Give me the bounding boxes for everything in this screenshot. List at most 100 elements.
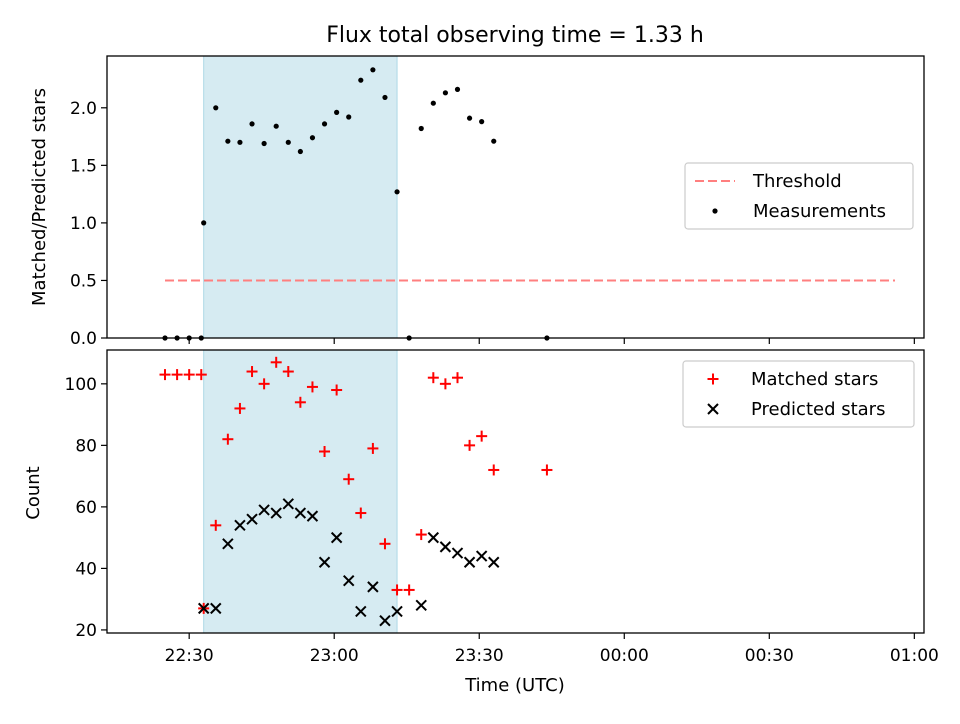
predicted-stars-point-b [258,504,270,516]
bottom-axes-frame [106,349,925,634]
predicted-stars-point-b [330,531,343,544]
predicted-stars-point-b [475,550,488,562]
bottom-y-tick-label: 40 [75,559,97,579]
predicted-stars-point-b [343,574,355,587]
top-legend-frame [684,162,914,230]
matched-stars-point [391,584,403,596]
predicted-stars-point [210,602,222,615]
predicted-stars-point [222,538,234,550]
measurements-point [454,86,461,92]
matched-stars-point [451,372,463,384]
measurements-point [201,220,207,226]
top-y-tick-label: 1.5 [70,156,97,176]
measurements-point [358,77,364,83]
bottom-y-tick-label: 20 [75,621,97,641]
predicted-stars-point-b [379,614,391,627]
predicted-stars-point [330,531,343,544]
predicted-stars-point-b [463,556,476,568]
bottom-legend-swatch [707,403,719,415]
top-legend-swatch [712,208,718,214]
matched-stars-point [476,430,488,442]
measurements-point [382,94,388,101]
predicted-stars-point-b [294,507,307,519]
matched-stars-point [246,366,258,378]
measurements-point [249,121,255,127]
predicted-stars-point-b [197,602,210,615]
matched-stars-point [306,381,318,393]
matched-stars-point [222,433,234,445]
predicted-stars-point [439,541,452,553]
measurements-point [430,100,436,106]
matched-stars-point [427,372,439,384]
x-tick-label: 22:30 [165,646,214,666]
predicted-stars-point-b [282,498,294,510]
top-y-axis-label: Matched/Predicted stars [29,88,50,306]
predicted-stars-point-b [427,531,440,544]
chart-title: Flux total observing time = 1.33 h [326,23,704,48]
bottom-legend-label: Predicted stars [751,399,885,420]
predicted-stars-point [475,550,488,562]
measurements-point [273,123,279,129]
top-legend-label: Threshold [752,171,842,192]
predicted-stars-point [282,498,294,510]
bottom-legend: Matched stars Predicted stars [682,360,915,428]
matched-stars-point [464,439,476,451]
matched-stars-point [439,378,451,390]
matched-stars-point [258,378,270,390]
matched-stars-point [183,369,195,381]
matched-stars-point [210,519,222,531]
measurements-point [394,189,400,195]
matched-stars-point [159,369,171,381]
measurements-point [334,109,340,115]
predicted-stars-point [451,547,464,559]
measurements-point [237,139,243,145]
matched-stars-point [294,396,306,408]
predicted-stars-point [318,556,331,568]
predicted-stars-point-b [439,541,452,553]
measurements-point [418,125,424,132]
predicted-stars-point [391,605,403,618]
x-tick-label: 00:30 [745,646,794,666]
matched-stars-point [171,369,183,381]
measurements-point [213,105,219,111]
predicted-stars-point [379,614,391,627]
measurements-point [297,148,303,155]
measurements-point [225,138,231,144]
matched-stars-point [234,402,246,414]
top-y-tick-label: 0.0 [70,329,97,349]
predicted-stars-point [294,507,307,519]
bottom-y-tick-label: 60 [75,498,97,518]
top-y-tick-label: 0.5 [70,271,97,291]
predicted-stars-point-b [210,602,222,615]
bottom-legend-frame [682,360,915,428]
plot-layer: 0.0 0.5 1.0 1.5 2.0 20 40 60 80 100 22:30 23:00 23:3… [65,55,939,666]
x-axis-label: Time (UTC) [464,675,565,696]
measurements-point [442,90,449,96]
predicted-stars-point [488,556,500,568]
bottom-y-tick-label: 80 [75,436,97,456]
top-legend: Threshold Measurements [684,162,914,230]
measurements-point [346,114,352,120]
predicted-stars-point-b [367,581,379,593]
predicted-stars-point [343,574,355,587]
matched-stars-point [319,446,331,458]
predicted-stars-point [197,602,210,615]
predicted-stars-point-b [246,513,258,525]
matched-stars-point [331,384,343,396]
bottom-y-tick-label: 100 [65,375,97,395]
x-tick-label: 01:00 [890,646,939,666]
bottom-legend-label: Matched stars [751,369,878,390]
measurements-point [466,115,473,121]
top-axes-frame [106,55,925,339]
bottom-y-axis-label: Count [23,466,44,519]
matched-stars-point [367,442,379,454]
matched-stars-point [195,369,207,381]
predicted-stars-point [258,504,270,516]
matched-stars-point [355,507,367,519]
top-observing-window-span [203,56,398,338]
matched-stars-point [270,356,282,368]
matched-stars-point [403,584,415,596]
x-tick-label: 23:30 [455,646,504,666]
matched-stars-point [282,366,294,378]
